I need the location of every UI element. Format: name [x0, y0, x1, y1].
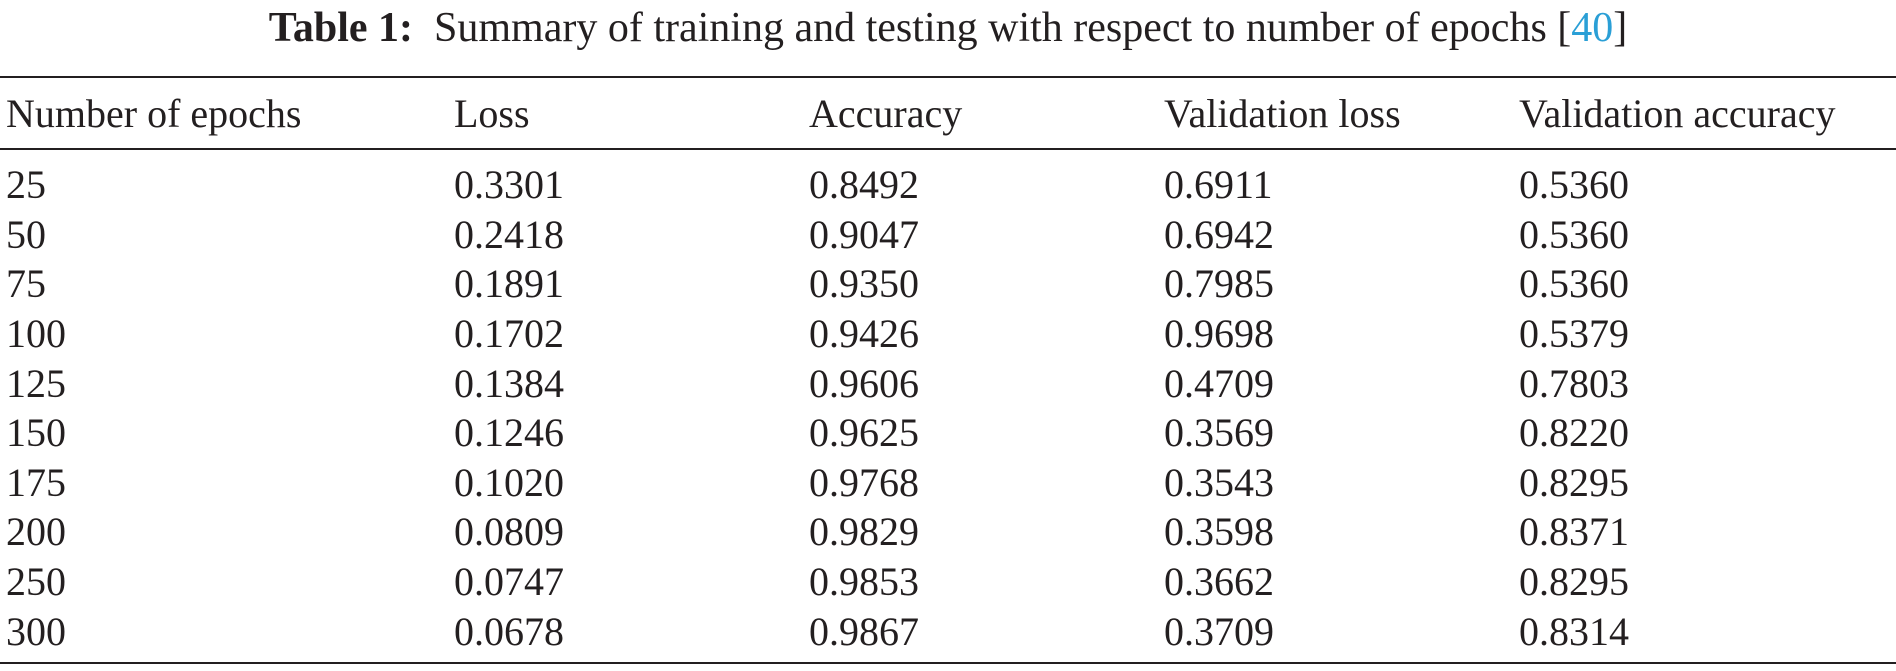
cell-epochs: 25	[6, 162, 46, 208]
cell-epochs: 200	[6, 509, 66, 555]
table-row: 100 0.1702 0.9426 0.9698 0.5379	[0, 309, 1896, 359]
cell-validation-loss: 0.3598	[1164, 509, 1274, 555]
cell-validation-accuracy: 0.5360	[1519, 261, 1629, 307]
table-body: 25 0.3301 0.8492 0.6911 0.5360 50 0.2418 0.9047…	[0, 149, 1896, 664]
column-header-validation-accuracy: Validation accuracy	[1513, 76, 1896, 150]
citation-link[interactable]: 40	[1571, 5, 1614, 51]
cell-validation-accuracy: 0.7803	[1519, 360, 1629, 406]
cell-validation-loss: 0.3569	[1164, 410, 1274, 456]
cell-accuracy: 0.9625	[809, 410, 919, 456]
cell-accuracy: 0.9350	[809, 261, 919, 307]
cell-loss: 0.1246	[454, 410, 564, 456]
cell-loss: 0.0747	[454, 559, 564, 605]
results-table: Number of epochs Loss Accuracy Validatio…	[0, 76, 1896, 664]
cell-accuracy: 0.9829	[809, 509, 919, 555]
cell-epochs: 100	[6, 311, 66, 357]
cell-epochs: 250	[6, 559, 66, 605]
table-row: 50 0.2418 0.9047 0.6942 0.5360	[0, 210, 1896, 260]
cell-validation-accuracy: 0.8295	[1519, 559, 1629, 605]
cell-validation-loss: 0.3709	[1158, 606, 1513, 664]
cell-epochs: 300	[0, 606, 448, 664]
cell-validation-loss: 0.6911	[1164, 162, 1273, 208]
cell-loss: 0.1384	[454, 360, 564, 406]
cell-loss: 0.1702	[454, 311, 564, 357]
table-header: Number of epochs Loss Accuracy Validatio…	[0, 76, 1896, 150]
table-caption: Table 1: Summary of training and testing…	[0, 0, 1896, 56]
cell-validation-accuracy: 0.5379	[1519, 311, 1629, 357]
table-row: 300 0.0678 0.9867 0.3709 0.8314	[0, 606, 1896, 664]
cell-loss: 0.0678	[448, 606, 803, 664]
cell-accuracy: 0.9867	[803, 606, 1158, 664]
cell-epochs: 150	[6, 410, 66, 456]
table-row: 250 0.0747 0.9853 0.3662 0.8295	[0, 557, 1896, 607]
cell-validation-accuracy: 0.8314	[1513, 606, 1896, 664]
cell-accuracy: 0.9768	[809, 459, 919, 505]
cell-loss: 0.1020	[454, 459, 564, 505]
table-caption-text: Summary of training and testing with res…	[434, 5, 1572, 51]
cell-validation-accuracy: 0.8295	[1519, 459, 1629, 505]
cell-loss: 0.3301	[454, 162, 564, 208]
cell-accuracy: 0.9606	[809, 360, 919, 406]
cell-validation-accuracy: 0.8371	[1519, 509, 1629, 555]
cell-epochs: 175	[6, 459, 66, 505]
column-header-accuracy: Accuracy	[803, 76, 1158, 150]
cell-epochs: 50	[6, 211, 46, 257]
cell-loss: 0.0809	[454, 509, 564, 555]
cell-accuracy: 0.9853	[809, 559, 919, 605]
column-header-epochs: Number of epochs	[0, 76, 448, 150]
cell-validation-accuracy: 0.5360	[1519, 162, 1629, 208]
cell-epochs: 125	[6, 360, 66, 406]
cell-validation-accuracy: 0.5360	[1519, 211, 1629, 257]
table-row: 125 0.1384 0.9606 0.4709 0.7803	[0, 358, 1896, 408]
table-row: 75 0.1891 0.9350 0.7985 0.5360	[0, 259, 1896, 309]
column-header-loss: Loss	[448, 76, 803, 150]
cell-validation-loss: 0.3543	[1164, 459, 1274, 505]
table-row: 25 0.3301 0.8492 0.6911 0.5360	[0, 149, 1896, 210]
cell-loss: 0.1891	[454, 261, 564, 307]
cell-validation-loss: 0.6942	[1164, 211, 1274, 257]
cell-loss: 0.2418	[454, 211, 564, 257]
column-header-validation-loss: Validation loss	[1158, 76, 1513, 150]
table-row: 150 0.1246 0.9625 0.3569 0.8220	[0, 408, 1896, 458]
header-row: Number of epochs Loss Accuracy Validatio…	[0, 76, 1896, 150]
table-row: 175 0.1020 0.9768 0.3543 0.8295	[0, 458, 1896, 508]
table-caption-close: ]	[1613, 5, 1628, 51]
cell-accuracy: 0.9047	[809, 211, 919, 257]
table-caption-label: Table 1:	[268, 5, 414, 51]
table-row: 200 0.0809 0.9829 0.3598 0.8371	[0, 507, 1896, 557]
cell-epochs: 75	[6, 261, 46, 307]
cell-validation-loss: 0.4709	[1164, 360, 1274, 406]
cell-validation-loss: 0.9698	[1164, 311, 1274, 357]
cell-validation-loss: 0.3662	[1164, 559, 1274, 605]
cell-accuracy: 0.9426	[809, 311, 919, 357]
cell-validation-accuracy: 0.8220	[1519, 410, 1629, 456]
cell-validation-loss: 0.7985	[1164, 261, 1274, 307]
cell-accuracy: 0.8492	[809, 162, 919, 208]
